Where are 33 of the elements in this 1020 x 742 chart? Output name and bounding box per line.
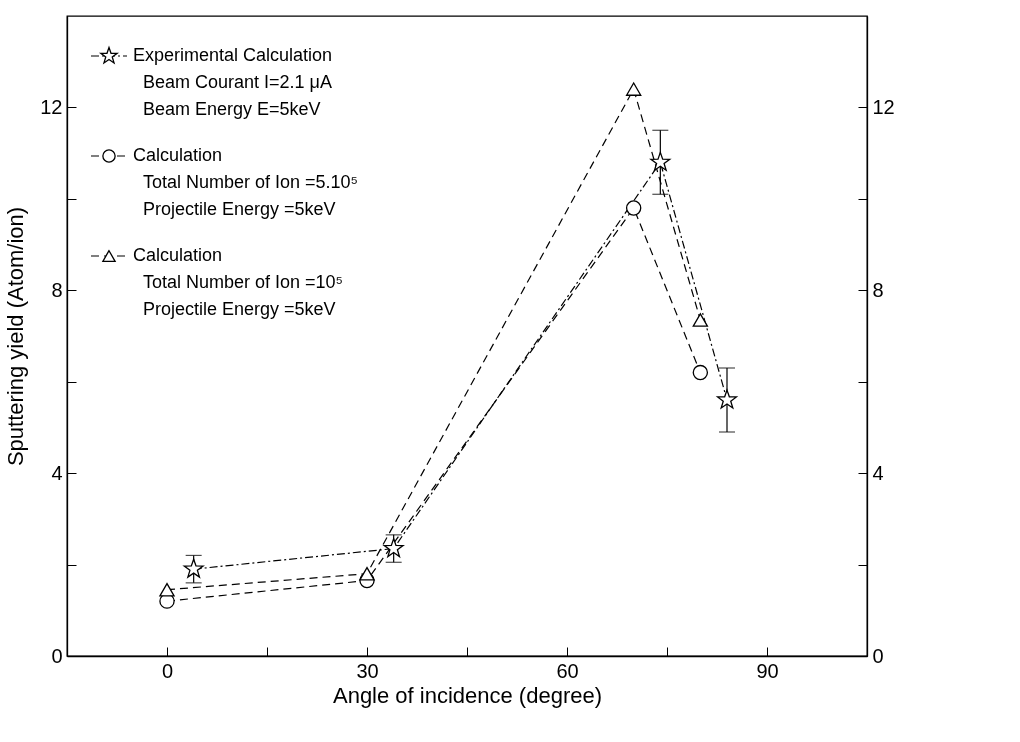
- y-tick-label: 12: [40, 95, 63, 118]
- y-tick-label: 8: [51, 278, 63, 301]
- annotation: Projectile Energy =5keV: [143, 299, 336, 319]
- legend-label: Experimental Calculation: [133, 45, 333, 65]
- point: [625, 200, 642, 216]
- point: [692, 313, 709, 327]
- legend-label: Calculation: [133, 245, 223, 265]
- y2-tick-label: 4: [872, 461, 884, 484]
- annotation: Beam Energy E=5keV: [143, 99, 321, 119]
- annotation: Beam Courant I=2.1 μA: [143, 72, 332, 92]
- point: [183, 558, 204, 578]
- x-axis-title: Angle of incidence (degree): [332, 682, 603, 708]
- x-tick-label: 90: [756, 659, 779, 682]
- y2-tick-label: 8: [872, 278, 884, 301]
- y-tick-label: 0: [51, 644, 63, 667]
- annotation: Total Number of Ion =5.10⁵: [143, 172, 359, 192]
- y-axis-title: Sputtering yield (Atom/ion): [3, 206, 29, 467]
- annotation: Total Number of Ion =10⁵: [143, 272, 344, 292]
- point: [716, 389, 738, 409]
- point: [159, 582, 175, 597]
- annotation: Projectile Energy =5keV: [143, 199, 336, 219]
- point: [625, 82, 642, 96]
- x-tick-label: 60: [556, 659, 579, 682]
- legend-label: Calculation: [133, 145, 223, 165]
- point: [383, 538, 404, 558]
- y2-tick-label: 0: [872, 644, 884, 667]
- x-tick-label: 30: [356, 659, 379, 682]
- y-tick-label: 4: [51, 461, 63, 484]
- point: [650, 151, 671, 171]
- y2-tick-label: 12: [872, 95, 895, 118]
- point: [692, 364, 709, 381]
- x-tick-label: 0: [161, 659, 174, 682]
- point: [359, 566, 375, 581]
